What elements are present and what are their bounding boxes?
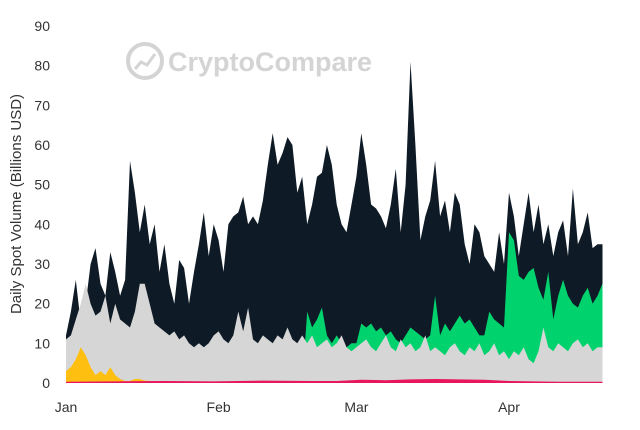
series-area-5 <box>66 379 603 383</box>
x-tick-label: Jan <box>55 399 78 415</box>
x-tick-label: Mar <box>344 399 368 415</box>
y-tick-label: 40 <box>34 216 50 232</box>
watermark-logo-icon <box>126 42 164 80</box>
y-tick-label: 10 <box>34 335 50 351</box>
y-tick-label: 50 <box>34 177 50 193</box>
y-tick-label: 70 <box>34 97 50 113</box>
y-tick-label: 20 <box>34 296 50 312</box>
y-tick-label: 0 <box>42 375 50 391</box>
series-area-1 <box>66 61 603 383</box>
series-area-4 <box>66 347 603 383</box>
x-axis-ticks: Jan Feb Mar Apr <box>55 399 521 415</box>
series-areas <box>66 61 603 383</box>
series-area-2 <box>66 232 603 383</box>
y-tick-label: 60 <box>34 137 50 153</box>
y-tick-label: 80 <box>34 58 50 74</box>
y-tick-label: 90 <box>34 18 50 34</box>
watermark-text: CryptoCompare <box>168 47 372 77</box>
y-axis-label: Daily Spot Volume (Billions USD) <box>8 94 25 314</box>
series-area-3 <box>66 283 603 383</box>
x-tick-label: Apr <box>498 399 520 415</box>
x-tick-label: Feb <box>207 399 231 415</box>
y-tick-label: 30 <box>34 256 50 272</box>
y-axis-ticks: 0 10 20 30 40 50 60 70 80 90 <box>34 18 50 391</box>
